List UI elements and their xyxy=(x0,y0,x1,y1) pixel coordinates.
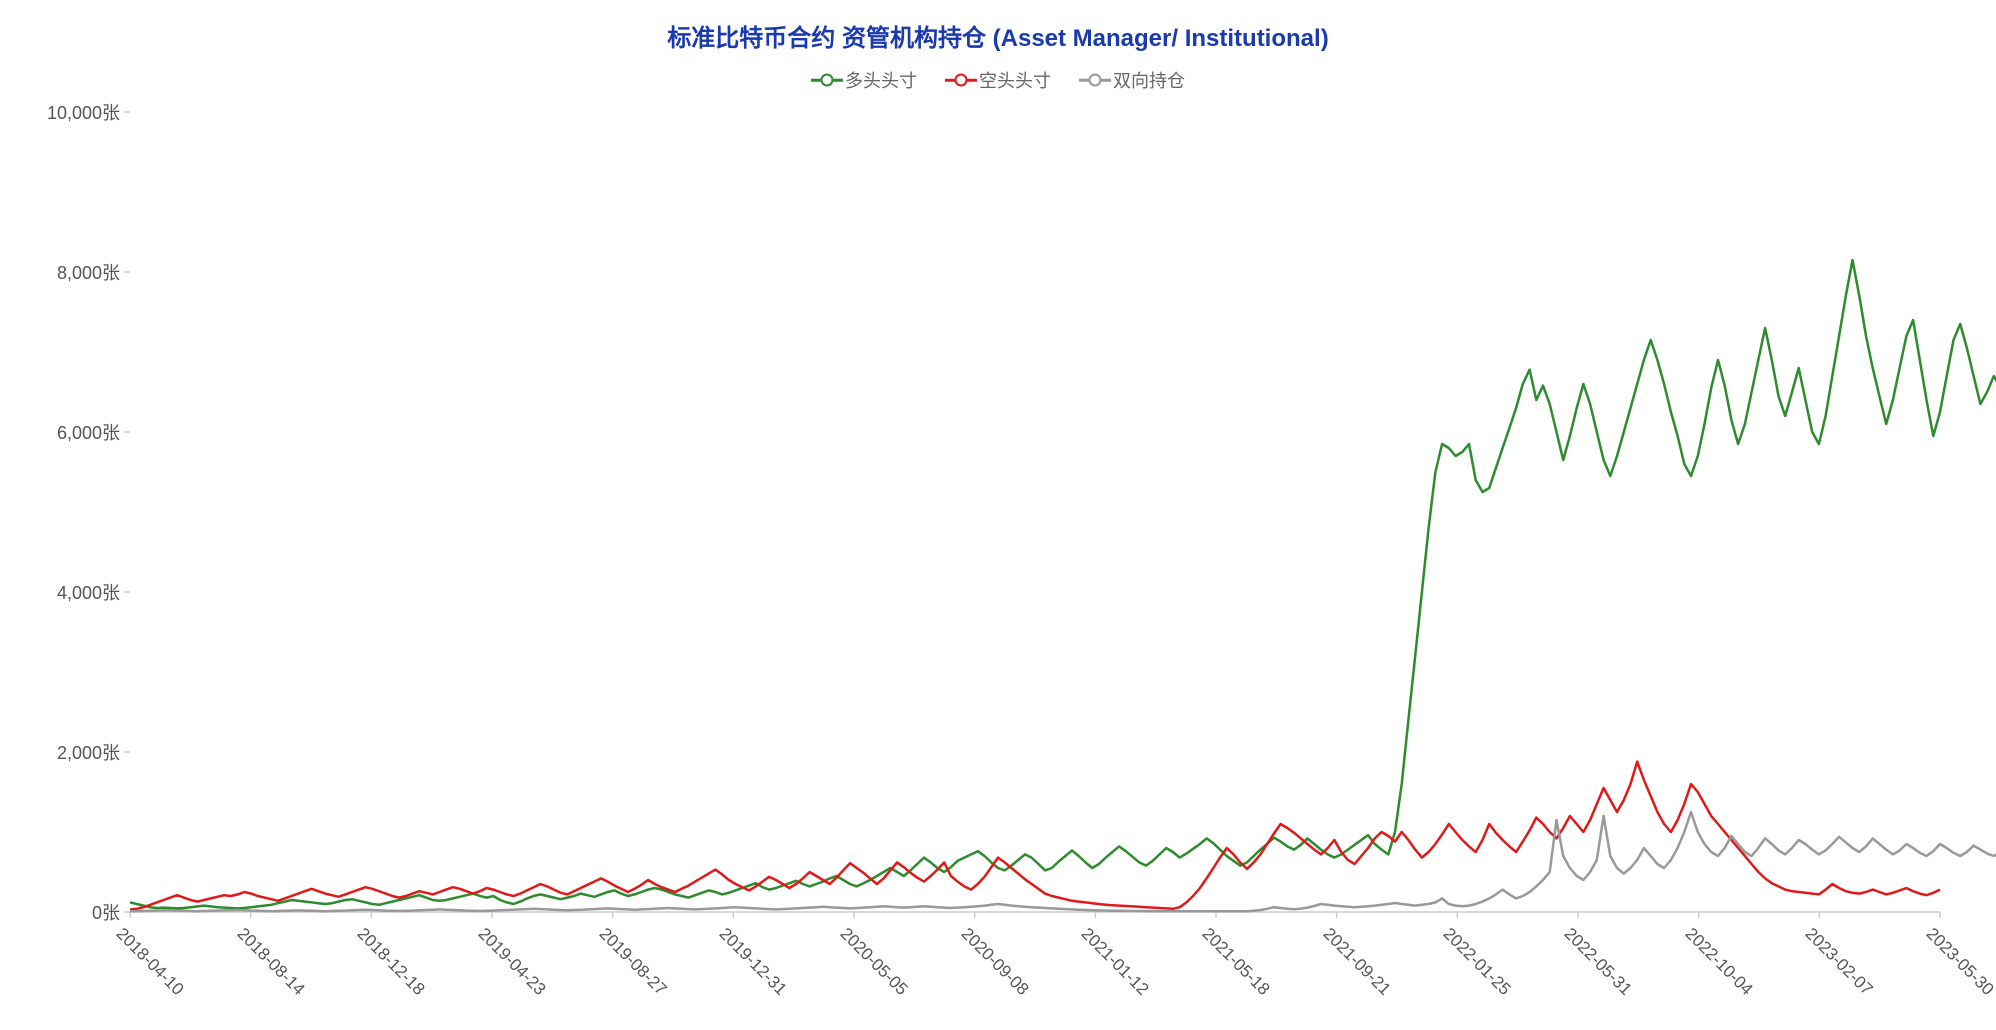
legend-item-spread[interactable]: 双向持仓 xyxy=(1079,67,1185,93)
x-tick-label: 2021-05-18 xyxy=(1198,924,1274,1000)
y-tick-label: 10,000张 xyxy=(47,99,120,125)
y-tick-label: 8,000张 xyxy=(57,259,120,285)
legend-label: 空头头寸 xyxy=(979,67,1051,93)
x-tick-label: 2019-12-31 xyxy=(715,924,791,1000)
y-tick-label: 4,000张 xyxy=(57,579,120,605)
x-tick-label: 2018-04-10 xyxy=(112,924,188,1000)
x-tick-label: 2022-05-31 xyxy=(1560,924,1636,1000)
chart-container: 标准比特币合约 资管机构持仓 (Asset Manager/ Instituti… xyxy=(0,0,1996,1030)
legend-label: 双向持仓 xyxy=(1113,67,1185,93)
plot-area xyxy=(130,112,1940,912)
x-tick-label: 2023-02-07 xyxy=(1801,924,1877,1000)
x-tick-label: 2018-08-14 xyxy=(233,924,309,1000)
series-多头头寸[interactable] xyxy=(130,260,1996,908)
legend: 多头头寸 空头头寸 双向持仓 xyxy=(0,53,1996,93)
x-tick-label: 2019-04-23 xyxy=(474,924,550,1000)
legend-marker-long xyxy=(811,73,843,87)
x-tick-label: 2023-05-30 xyxy=(1922,924,1996,1000)
chart-title: 标准比特币合约 资管机构持仓 (Asset Manager/ Instituti… xyxy=(0,0,1996,53)
legend-label: 多头头寸 xyxy=(845,67,917,93)
legend-marker-short xyxy=(945,73,977,87)
x-tick-label: 2019-08-27 xyxy=(595,924,671,1000)
series-空头头寸[interactable] xyxy=(130,762,1940,910)
legend-marker-spread xyxy=(1079,73,1111,87)
y-axis-labels: 0张2,000张4,000张6,000张8,000张10,000张 xyxy=(0,112,120,912)
y-tick-label: 0张 xyxy=(92,899,120,925)
x-tick-label: 2021-01-12 xyxy=(1077,924,1153,1000)
x-tick-label: 2018-12-18 xyxy=(353,924,429,1000)
x-tick-label: 2021-09-21 xyxy=(1319,924,1395,1000)
y-tick-label: 2,000张 xyxy=(57,739,120,765)
x-tick-label: 2022-10-04 xyxy=(1681,924,1757,1000)
legend-item-long[interactable]: 多头头寸 xyxy=(811,67,917,93)
x-tick-label: 2020-05-05 xyxy=(836,924,912,1000)
x-tick-label: 2022-01-25 xyxy=(1439,924,1515,1000)
y-tick-label: 6,000张 xyxy=(57,419,120,445)
x-tick-label: 2020-09-08 xyxy=(957,924,1033,1000)
legend-item-short[interactable]: 空头头寸 xyxy=(945,67,1051,93)
plot-svg xyxy=(130,112,1940,912)
